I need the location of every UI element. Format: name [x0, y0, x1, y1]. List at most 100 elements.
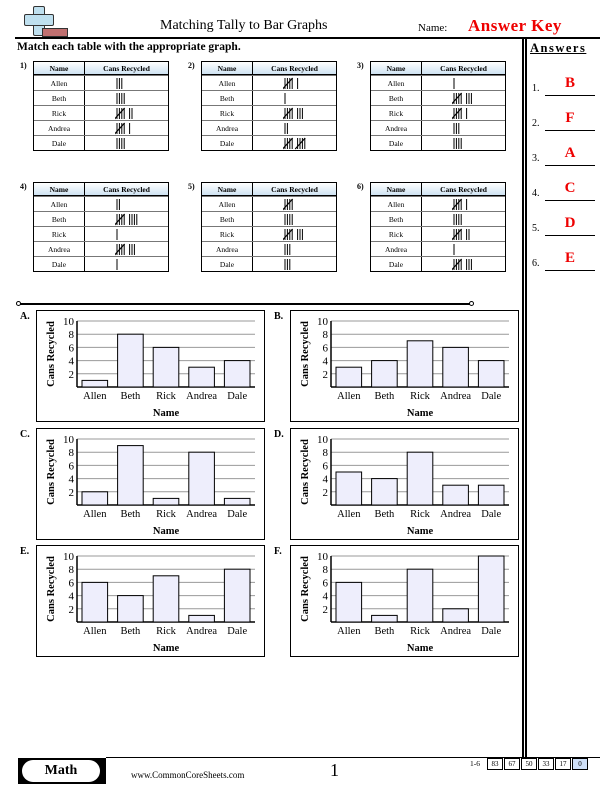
tally-marks [453, 138, 462, 149]
tally-slash [452, 258, 463, 271]
column-header-cans: Cans Recycled [440, 63, 487, 73]
bar-graph: 2 4 6 8 10 Allen Beth Rick Andrea Dale Name Cans Re… [290, 310, 519, 422]
site-url: www.CommonCoreSheets.com [131, 770, 245, 780]
y-tick-label: 4 [323, 591, 329, 603]
tally-marks [452, 258, 472, 271]
table-row: Andrea [202, 120, 336, 135]
graph-label: A. [20, 311, 30, 322]
table-row: Rick [371, 226, 505, 241]
table-row: Beth [371, 90, 505, 105]
divider-dot [469, 301, 474, 306]
tally-cell [253, 212, 336, 226]
x-axis-title: Name [153, 526, 180, 537]
answer-field[interactable]: A [545, 145, 595, 166]
table-number: 2) [188, 61, 195, 70]
table-row: Dale [371, 135, 505, 150]
logo-plus-icon-bar [24, 14, 54, 26]
table-row: Dale [34, 135, 168, 150]
column-header-name: Name [202, 183, 253, 195]
x-tick-label: Andrea [440, 509, 471, 520]
tally-slash [452, 228, 463, 241]
table-row: Rick [202, 105, 336, 120]
x-tick-label: Rick [410, 509, 431, 520]
table-row: Beth [202, 211, 336, 226]
tally-marks [452, 107, 468, 120]
x-tick-label: Andrea [186, 391, 217, 402]
table-row: Beth [371, 211, 505, 226]
tally-cell [422, 106, 505, 120]
tally-cell [85, 227, 168, 241]
y-tick-label: 10 [317, 316, 329, 328]
bar [223, 360, 251, 388]
tally-marks [452, 228, 470, 241]
x-tick-label: Andrea [440, 626, 471, 637]
tally-slash [452, 92, 463, 105]
table-row: Dale [202, 256, 336, 271]
score-box: 83 [487, 758, 503, 770]
tally-cell [253, 121, 336, 135]
y-axis-title: Cans Recycled [46, 439, 57, 505]
bar [188, 614, 215, 623]
answer-column-divider [525, 38, 527, 758]
answer-field[interactable]: B [545, 75, 595, 96]
answer-field[interactable]: C [545, 180, 595, 201]
table-row: Rick [34, 226, 168, 241]
row-name: Dale [371, 136, 422, 150]
answer-field[interactable]: D [545, 215, 595, 236]
x-tick-label: Rick [410, 391, 431, 402]
tally-marks [283, 77, 299, 90]
row-name: Beth [371, 212, 422, 226]
score-box: 0 [572, 758, 588, 770]
y-axis-title: Cans Recycled [46, 321, 57, 387]
tally-table: Name Cans Recycled Allen Beth Rick Andrea Dale [201, 182, 337, 272]
tally-cell [422, 197, 505, 211]
bar [117, 445, 144, 506]
table-number: 1) [20, 61, 27, 70]
x-tick-label: Rick [410, 626, 431, 637]
tally-cell [253, 91, 336, 105]
page-number: 1 [330, 760, 339, 780]
x-axis-title: Name [153, 408, 180, 419]
answer-number: 3. [532, 153, 540, 164]
table-row: Dale [34, 256, 168, 271]
tally-marks [284, 259, 291, 270]
row-name: Beth [34, 212, 85, 226]
table-header: Name Cans Recycled [371, 183, 505, 196]
bar [81, 379, 109, 388]
x-tick-label: Dale [227, 391, 247, 402]
bar-graph: 2 4 6 8 10 Allen Beth Rick Andrea Dale Name Cans Re… [36, 545, 265, 657]
x-tick-label: Allen [337, 391, 361, 402]
x-tick-label: Allen [83, 509, 107, 520]
bar [477, 360, 505, 388]
answer-field[interactable]: E [545, 250, 595, 271]
y-tick-label: 6 [323, 342, 329, 354]
table-header: Name Cans Recycled [202, 62, 336, 75]
row-name: Andrea [371, 121, 422, 135]
bar [442, 484, 469, 506]
tally-cell [85, 121, 168, 135]
table-number: 6) [357, 182, 364, 191]
x-tick-label: Dale [481, 626, 501, 637]
score-box: 33 [538, 758, 554, 770]
tally-table: Name Cans Recycled Allen Beth Rick Andrea Dale [370, 182, 506, 272]
logo-minus-icon [42, 28, 68, 37]
y-tick-label: 10 [317, 551, 329, 563]
x-axis-title: Name [153, 643, 180, 654]
bar [81, 581, 109, 623]
footer-line [106, 757, 600, 758]
row-name: Dale [202, 257, 253, 271]
bar [406, 340, 434, 388]
answer-field[interactable]: F [545, 110, 595, 131]
tally-cell [422, 227, 505, 241]
answers-title: Answers [530, 41, 587, 55]
y-tick-label: 2 [323, 369, 329, 381]
row-name: Dale [202, 136, 253, 150]
table-row: Allen [34, 196, 168, 211]
tally-slash [283, 77, 294, 90]
tally-marks [115, 243, 135, 256]
